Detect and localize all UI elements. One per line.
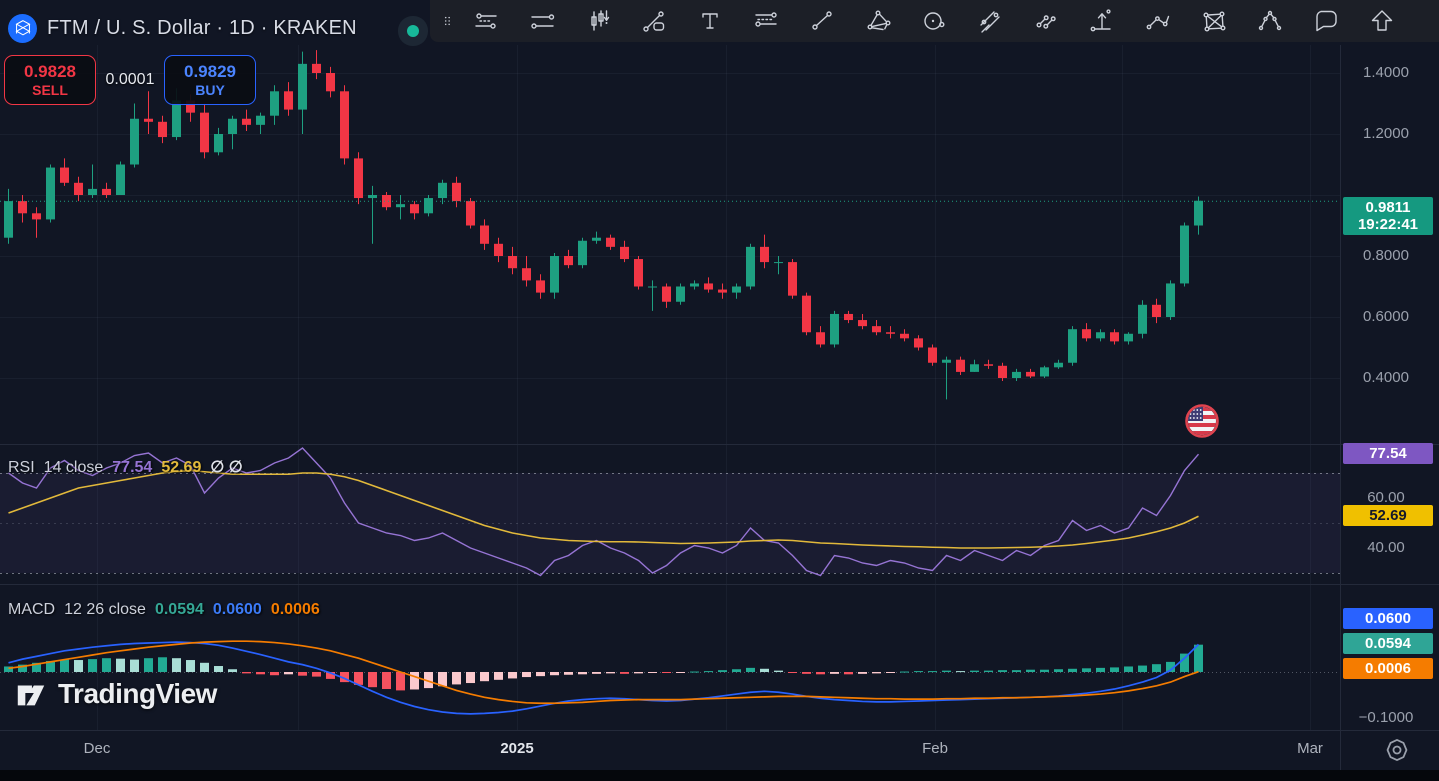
info-line-icon[interactable] <box>750 6 783 36</box>
macd-histogram <box>4 644 1203 691</box>
parallel-channel-icon[interactable] <box>974 6 1007 36</box>
xabcd-pattern-icon[interactable] <box>1198 6 1231 36</box>
drag-handle-icon[interactable] <box>440 6 456 36</box>
market-status-dot[interactable] <box>407 25 419 37</box>
time-label-Mar: Mar <box>1297 740 1323 757</box>
time-label-2025: 2025 <box>500 740 534 757</box>
macd-tick: −0.1000 <box>1358 709 1414 726</box>
last-price-badge: 0.9811 19:22:41 <box>1343 196 1433 235</box>
rsi-value-badge: 77.54 <box>1343 443 1433 465</box>
macd-hist-value: 0.0594 <box>154 601 204 618</box>
tradingview-watermark: TradingView <box>13 677 217 711</box>
fantom-logo-icon <box>8 14 37 43</box>
price-tick-0.4000: 0.4000 <box>1363 369 1409 386</box>
symbol-title[interactable]: FTM / U. S. Dollar · 1D · KRAKEN <box>47 17 357 39</box>
circle-tool-icon[interactable] <box>918 6 951 36</box>
tradingview-logo-icon <box>17 685 45 706</box>
last-price-value: 0.9811 <box>1365 198 1411 216</box>
countdown-timer: 19:22:41 <box>1357 215 1419 233</box>
rsi-params: 14 close <box>43 459 104 476</box>
macd-hist-badge: 0.0594 <box>1343 633 1433 654</box>
candles <box>4 50 1203 400</box>
time-label-Dec: Dec <box>83 740 111 757</box>
window-edge <box>0 770 1439 781</box>
rsi-title: RSI <box>8 459 35 476</box>
callout-icon[interactable] <box>1310 6 1343 36</box>
rsi-ma-badge: 52.69 <box>1343 505 1433 527</box>
macd-signal-value: 0.0006 <box>270 601 320 618</box>
price-tick-0.8000: 0.8000 <box>1363 247 1409 264</box>
macd-line-value: 0.0600 <box>212 601 262 618</box>
macd-signal-badge: 0.0006 <box>1343 658 1433 679</box>
arrow-up-marker-icon[interactable] <box>1366 6 1399 36</box>
vertical-arrow-icon[interactable] <box>1086 6 1119 36</box>
time-axis[interactable]: Dec 2025 Feb Mar <box>0 730 1439 770</box>
price-axis[interactable]: 1.4000 1.2000 0.8000 0.6000 0.4000 0.9811 19:2… <box>1340 0 1439 781</box>
macd-title: MACD <box>8 601 56 618</box>
head-shoulders-pattern-icon[interactable] <box>1254 6 1287 36</box>
macd-params: 12 26 close <box>64 601 146 618</box>
text-tool-icon[interactable] <box>694 6 727 36</box>
trend-line-shape-icon[interactable] <box>638 6 671 36</box>
symbol-header[interactable]: FTM / U. S. Dollar · 1D · KRAKEN <box>8 14 357 43</box>
pitchfork-pattern-icon[interactable] <box>862 6 895 36</box>
rsi-tick-60.00: 60.00 <box>1367 489 1405 506</box>
grid <box>0 45 1340 730</box>
macd-legend[interactable]: MACD 12 26 close 0.0594 0.0600 0.0006 <box>8 601 320 619</box>
buy-button[interactable]: 0.9829 BUY <box>164 55 256 105</box>
watermark-text: TradingView <box>58 678 217 709</box>
sell-price: 0.9828 <box>24 62 76 82</box>
macd-line-badge: 0.0600 <box>1343 608 1433 629</box>
price-tick-0.6000: 0.6000 <box>1363 308 1409 325</box>
sell-label: SELL <box>32 81 68 98</box>
rsi-lines <box>8 447 1200 577</box>
drawing-toolbar[interactable] <box>430 0 1439 42</box>
rsi-legend[interactable]: RSI 14 close 77.54 52.69 ∅ ∅ <box>8 457 243 477</box>
disjoint-channel-icon[interactable] <box>1030 6 1063 36</box>
timezone-settings-icon[interactable] <box>1384 737 1410 763</box>
horizontal-line-icon[interactable] <box>526 6 559 36</box>
sell-button[interactable]: 0.9828 SELL <box>4 55 96 105</box>
rsi-value: 77.54 <box>112 459 153 476</box>
polyline-icon[interactable] <box>1142 6 1175 36</box>
price-tick-1.4000: 1.4000 <box>1363 64 1409 81</box>
trade-buttons: 0.9828 SELL 0.0001 0.9829 BUY <box>4 55 256 105</box>
cross-line-icon[interactable] <box>470 6 503 36</box>
rsi-extra-values: ∅ ∅ <box>210 459 243 476</box>
rsi-band <box>0 473 1340 573</box>
us-flag-event-icon[interactable] <box>1185 404 1219 438</box>
trend-line-icon[interactable] <box>806 6 839 36</box>
rsi-ma-value: 52.69 <box>161 459 202 476</box>
price-tick-1.2000: 1.2000 <box>1363 125 1409 142</box>
buy-price: 0.9829 <box>184 62 236 82</box>
rsi-tick-40.00: 40.00 <box>1367 539 1405 556</box>
bars-pattern-icon[interactable] <box>582 6 615 36</box>
time-label-Feb: Feb <box>922 740 948 757</box>
macd-lines <box>8 640 1200 715</box>
buy-label: BUY <box>195 81 225 98</box>
spread-value: 0.0001 <box>105 71 155 88</box>
